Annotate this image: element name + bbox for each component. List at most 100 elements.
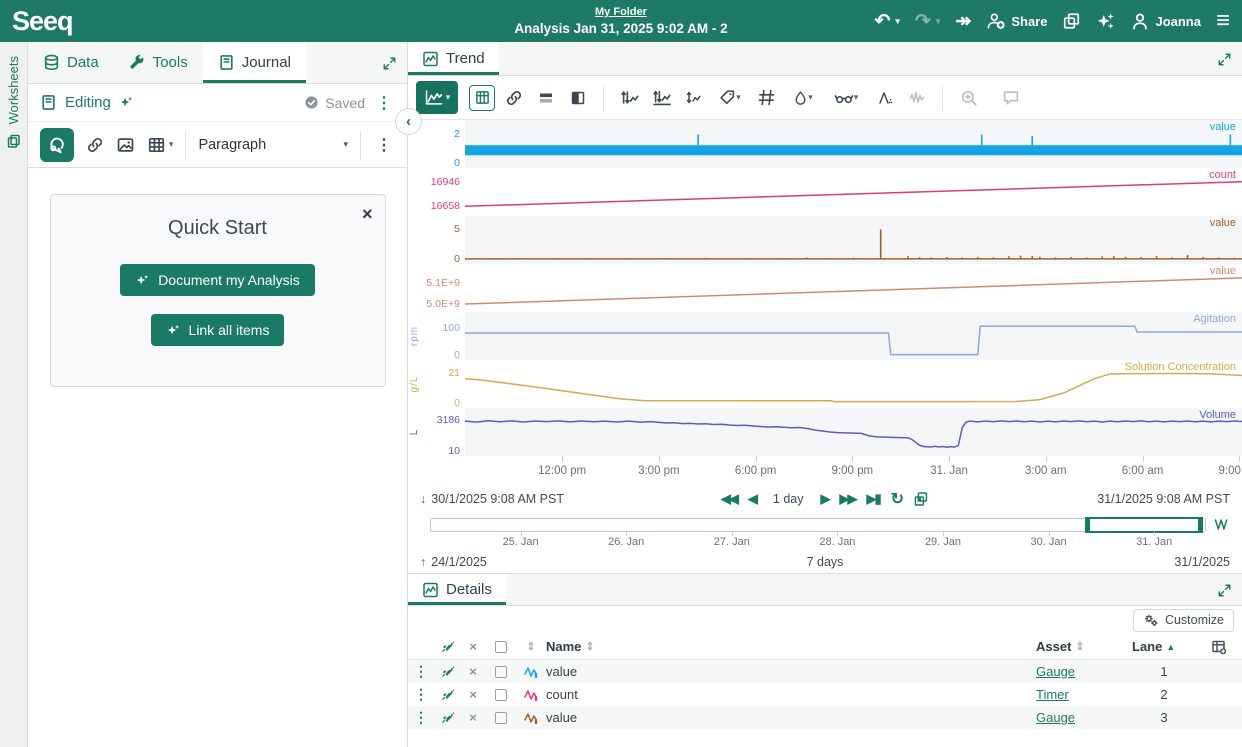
cursors-button[interactable]	[871, 84, 898, 111]
row-checkbox[interactable]	[486, 688, 516, 701]
lane-series-label[interactable]: value	[1209, 121, 1236, 133]
name-column-header[interactable]: Name ⇕	[546, 639, 595, 654]
lane-series-label[interactable]: count	[1209, 169, 1236, 181]
trend-lane-4[interactable]: 5.1E+9 5.0E+9 value	[408, 264, 1242, 312]
trend-lane-7[interactable]: L 3186 10 Volume	[408, 408, 1242, 456]
rocket-icon[interactable]	[434, 710, 460, 725]
quick-start-close-icon[interactable]: ×	[361, 204, 373, 224]
forward-button[interactable]: ↠	[955, 10, 972, 32]
one-y-axis-button[interactable]	[680, 84, 707, 111]
zoom-in-button[interactable]	[955, 84, 982, 111]
customize-button[interactable]: Customize	[1132, 608, 1234, 632]
remove-item-icon[interactable]: ×	[469, 687, 477, 702]
display-range-end[interactable]: 31/1/2025 9:08 AM PST	[1097, 492, 1230, 506]
my-folder-link[interactable]: My Folder	[595, 6, 647, 18]
tab-trend[interactable]: Trend	[408, 42, 499, 75]
lane-series-label[interactable]: value	[1209, 265, 1236, 277]
navigator-zoom-icon[interactable]	[1214, 518, 1230, 532]
add-column-button[interactable]	[1196, 639, 1242, 655]
format-more-kebab[interactable]: ⋮	[376, 136, 393, 154]
compare-view-button[interactable]	[564, 84, 591, 111]
trend-lane-3[interactable]: 5 0 value	[408, 216, 1242, 264]
row-menu-kebab[interactable]: ⋮	[414, 686, 428, 702]
user-menu[interactable]: Joanna	[1130, 12, 1201, 31]
signal-style-icon[interactable]	[516, 665, 546, 679]
row-menu-kebab[interactable]: ⋮	[414, 709, 428, 725]
tab-journal[interactable]: Journal	[202, 42, 306, 83]
step-back-icon[interactable]: ◀	[747, 491, 758, 506]
select-all-checkbox[interactable]	[486, 640, 516, 653]
asset-link[interactable]: Gauge	[1036, 710, 1076, 725]
range-duration[interactable]: 1 day	[772, 492, 804, 506]
chain-view-button[interactable]	[500, 84, 527, 111]
rocket-icon[interactable]	[434, 664, 460, 679]
link-all-items-button[interactable]: Link all items	[150, 314, 285, 346]
sort-color-column[interactable]: ⇕	[526, 641, 536, 653]
journal-expand-button[interactable]	[372, 54, 407, 70]
trend-lanes[interactable]: 2 0 value 16946 16658 count 5 0 value 5.1E+9 5.0E+…	[408, 120, 1242, 456]
lanes-view-button[interactable]	[532, 84, 559, 111]
one-lane-button[interactable]	[648, 84, 675, 111]
investigate-start[interactable]: 24/1/2025	[431, 555, 487, 569]
rocket-column-icon[interactable]	[434, 639, 460, 654]
trend-expand-button[interactable]	[1207, 50, 1242, 66]
step-to-end-icon[interactable]: ▶▮	[866, 491, 882, 506]
chart-type-button[interactable]: ▾	[416, 81, 458, 114]
details-expand-button[interactable]	[1207, 581, 1242, 597]
asset-link[interactable]: Timer	[1036, 687, 1069, 702]
insert-seeq-link-button[interactable]	[40, 127, 74, 162]
hamburger-menu[interactable]: ≡	[1215, 7, 1230, 34]
step-forward-icon[interactable]: ▶	[820, 491, 831, 506]
lane-series-label[interactable]: Volume	[1199, 409, 1236, 421]
insert-link-button[interactable]	[86, 136, 104, 154]
collapse-journal-button[interactable]: ‹	[395, 108, 422, 135]
trend-lane-2[interactable]: 16946 16658 count	[408, 168, 1242, 216]
asset-link[interactable]: Gauge	[1036, 664, 1076, 679]
gridlines-button[interactable]	[753, 84, 780, 111]
investigate-arrow-icon[interactable]: ↑	[420, 555, 427, 569]
share-button[interactable]: Share	[986, 12, 1047, 30]
tab-data[interactable]: Data	[28, 42, 114, 83]
investigate-duration[interactable]: 7 days	[806, 555, 844, 569]
trend-lane-6[interactable]: g/L 21 0 Solution Concentration	[408, 360, 1242, 408]
annotate-button[interactable]	[997, 84, 1024, 111]
navigator-track[interactable]	[430, 517, 1206, 533]
asset-column-header[interactable]: Asset ⇕	[1036, 639, 1085, 654]
capsule-time-button[interactable]	[469, 84, 495, 111]
trend-lane-5[interactable]: rpm 100 0 Agitation	[408, 312, 1242, 360]
editing-sparkles-icon[interactable]	[119, 95, 134, 110]
remove-item-icon[interactable]: ×	[469, 664, 477, 679]
labels-button[interactable]: ▾	[712, 84, 748, 111]
signal-style-icon[interactable]	[516, 688, 546, 702]
journal-menu-kebab[interactable]: ⋮	[376, 94, 392, 112]
remove-noise-button[interactable]	[903, 84, 930, 111]
remove-item-icon[interactable]: ×	[469, 710, 477, 725]
details-row-3[interactable]: ⋮ × value Gauge 3	[408, 706, 1242, 729]
copy-range-icon[interactable]	[913, 491, 929, 507]
navigator-selection[interactable]	[1085, 517, 1203, 533]
step-forward-fast-icon[interactable]: ▶▶	[839, 491, 858, 506]
signal-style-icon[interactable]	[516, 711, 546, 725]
details-row-1[interactable]: ⋮ × value Gauge 1	[408, 660, 1242, 683]
display-range-start[interactable]: 30/1/2025 9:08 AM PST	[431, 492, 564, 506]
auto-scale-y-button[interactable]	[616, 84, 643, 111]
ai-assistant-button[interactable]	[1096, 12, 1115, 31]
dimming-button[interactable]: ▾	[785, 84, 821, 111]
remove-all-column[interactable]: ×	[469, 639, 477, 654]
row-checkbox[interactable]	[486, 665, 516, 678]
lane-series-label[interactable]: Solution Concentration	[1124, 361, 1236, 373]
signal-name[interactable]: value	[546, 710, 578, 725]
worksheets-overview-button[interactable]	[1062, 12, 1081, 30]
lane-series-label[interactable]: Agitation	[1193, 313, 1236, 325]
worksheets-rail[interactable]: Worksheets	[0, 42, 28, 747]
tab-details[interactable]: Details	[408, 574, 506, 605]
lane-series-label[interactable]: value	[1209, 217, 1236, 229]
rocket-icon[interactable]	[434, 687, 460, 702]
row-checkbox[interactable]	[486, 711, 516, 724]
tab-tools[interactable]: Tools	[114, 42, 203, 83]
row-menu-kebab[interactable]: ⋮	[414, 663, 428, 679]
signal-name[interactable]: count	[546, 687, 578, 702]
details-row-2[interactable]: ⋮ × count Timer 2	[408, 683, 1242, 706]
redo-button[interactable]: ↷ ▾	[914, 10, 941, 32]
signal-name[interactable]: value	[546, 664, 578, 679]
